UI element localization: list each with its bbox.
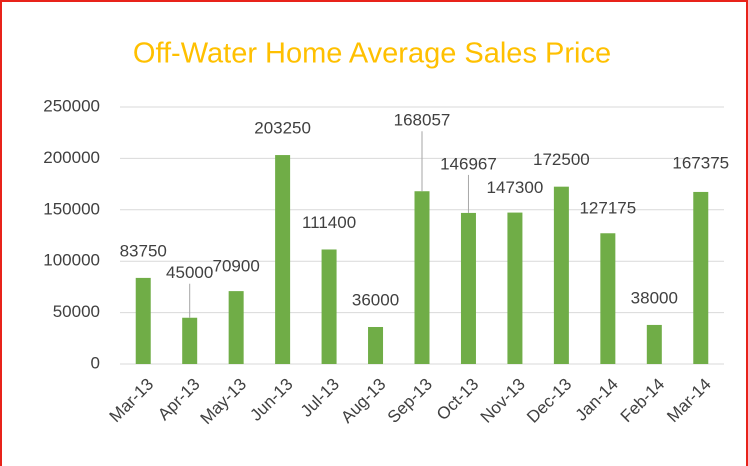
bar — [228, 291, 244, 364]
x-tick-label: Mar-13 — [106, 375, 158, 427]
x-tick-label: Mar-14 — [663, 375, 715, 427]
bar — [182, 317, 198, 364]
y-tick-label: 0 — [91, 353, 100, 372]
bar — [600, 233, 616, 364]
data-label: 147300 — [487, 178, 544, 197]
bar — [135, 277, 151, 364]
bar — [414, 191, 430, 364]
x-tick-label: Feb-14 — [617, 375, 669, 427]
data-label: 45000 — [166, 263, 213, 282]
x-tick-label: Jul-13 — [297, 375, 343, 421]
data-label: 111400 — [302, 213, 356, 232]
data-label: 146967 — [440, 154, 497, 173]
y-tick-label: 100000 — [43, 251, 100, 270]
x-tick-label: Sep-13 — [384, 375, 436, 427]
bar — [460, 212, 476, 364]
y-tick-label: 150000 — [43, 199, 100, 218]
data-label: 36000 — [352, 290, 399, 309]
bar — [321, 249, 337, 364]
data-label: 70900 — [213, 257, 260, 276]
bar — [507, 212, 523, 364]
bar — [275, 155, 291, 364]
y-tick-label: 250000 — [43, 96, 100, 115]
x-tick-label: Aug-13 — [337, 375, 389, 427]
x-tick-label: Apr-13 — [154, 375, 204, 425]
x-tick-label: Oct-13 — [433, 375, 483, 425]
bar — [553, 186, 569, 364]
x-tick-label: Jun-13 — [246, 375, 296, 425]
x-tick-label: Jan-14 — [572, 375, 622, 425]
x-tick-label: Dec-13 — [523, 375, 575, 427]
data-label: 168057 — [394, 111, 451, 130]
chart-title: Off-Water Home Average Sales Price — [133, 38, 611, 70]
data-label: 167375 — [672, 153, 729, 172]
data-label: 127175 — [579, 199, 636, 218]
data-label: 83750 — [120, 241, 167, 260]
x-tick-label: Nov-13 — [477, 375, 529, 427]
data-label: 172500 — [533, 150, 590, 169]
bar — [368, 326, 384, 364]
bar — [693, 191, 709, 364]
bar — [646, 324, 662, 364]
data-label: 203250 — [254, 119, 311, 138]
data-label: 38000 — [631, 288, 678, 307]
x-tick-label: May-13 — [197, 375, 251, 429]
y-tick-label: 200000 — [43, 148, 100, 167]
y-tick-label: 50000 — [53, 302, 100, 321]
